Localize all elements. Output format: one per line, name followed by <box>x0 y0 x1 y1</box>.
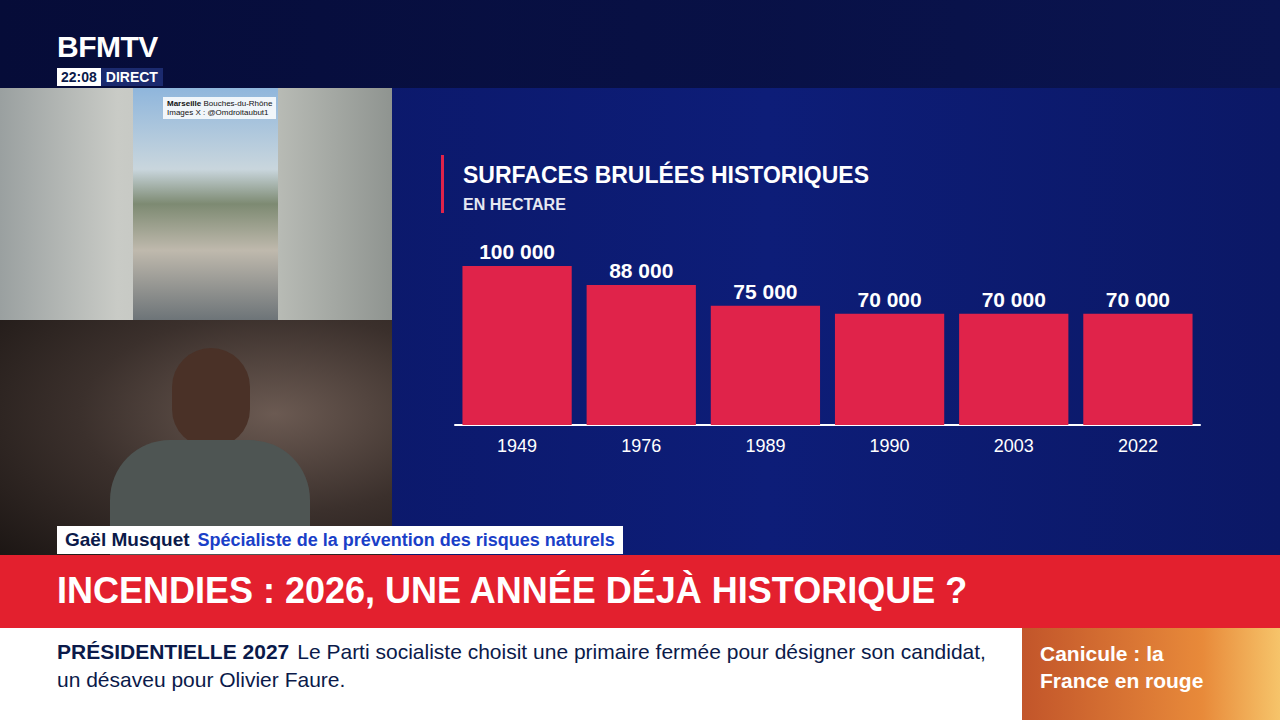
svg-text:70 000: 70 000 <box>982 288 1046 311</box>
svg-text:70 000: 70 000 <box>857 288 921 311</box>
html-text:INCENDIES : 2026, UNE ANNÉE DÉ: INCENDIES : 2026, UNE ANNÉE DÉJÀ HISTORI… <box>57 570 968 611</box>
svg-text:1989: 1989 <box>745 436 785 456</box>
svg-text:2003: 2003 <box>994 436 1034 456</box>
html-text:BFMTV: BFMTV <box>57 30 158 63</box>
svg-text:70 000: 70 000 <box>1106 288 1170 311</box>
html-text:Gaël Musquet Spécialiste de la: Gaël Musquet Spécialiste de la préventio… <box>65 529 615 550</box>
html-text:22:08: 22:08 <box>61 69 97 85</box>
html-text:France en rouge: France en rouge <box>1040 669 1204 692</box>
html-text:Images X : @Omdroitaubut1: Images X : @Omdroitaubut1 <box>167 108 269 117</box>
svg-text:1976: 1976 <box>621 436 661 456</box>
html-text:Canicule : la: Canicule : la <box>1040 642 1164 665</box>
svg-text:88 000: 88 000 <box>609 259 673 282</box>
svg-text:2022: 2022 <box>1118 436 1158 456</box>
svg-text:75 000: 75 000 <box>733 280 797 303</box>
svg-text:SURFACES BRULÉES HISTORIQUES: SURFACES BRULÉES HISTORIQUES <box>463 161 869 188</box>
svg-text:EN HECTARE: EN HECTARE <box>463 196 566 213</box>
svg-text:1949: 1949 <box>497 436 537 456</box>
svg-text:100 000: 100 000 <box>479 240 555 263</box>
html-text:DIRECT: DIRECT <box>105 69 158 85</box>
html-text:PRÉSIDENTIELLE 2027 Le Parti s: PRÉSIDENTIELLE 2027 Le Parti socialiste … <box>57 640 986 691</box>
html-text:Marseille Bouches-du-Rhône: Marseille Bouches-du-Rhône <box>167 99 273 108</box>
svg-text:1990: 1990 <box>870 436 910 456</box>
